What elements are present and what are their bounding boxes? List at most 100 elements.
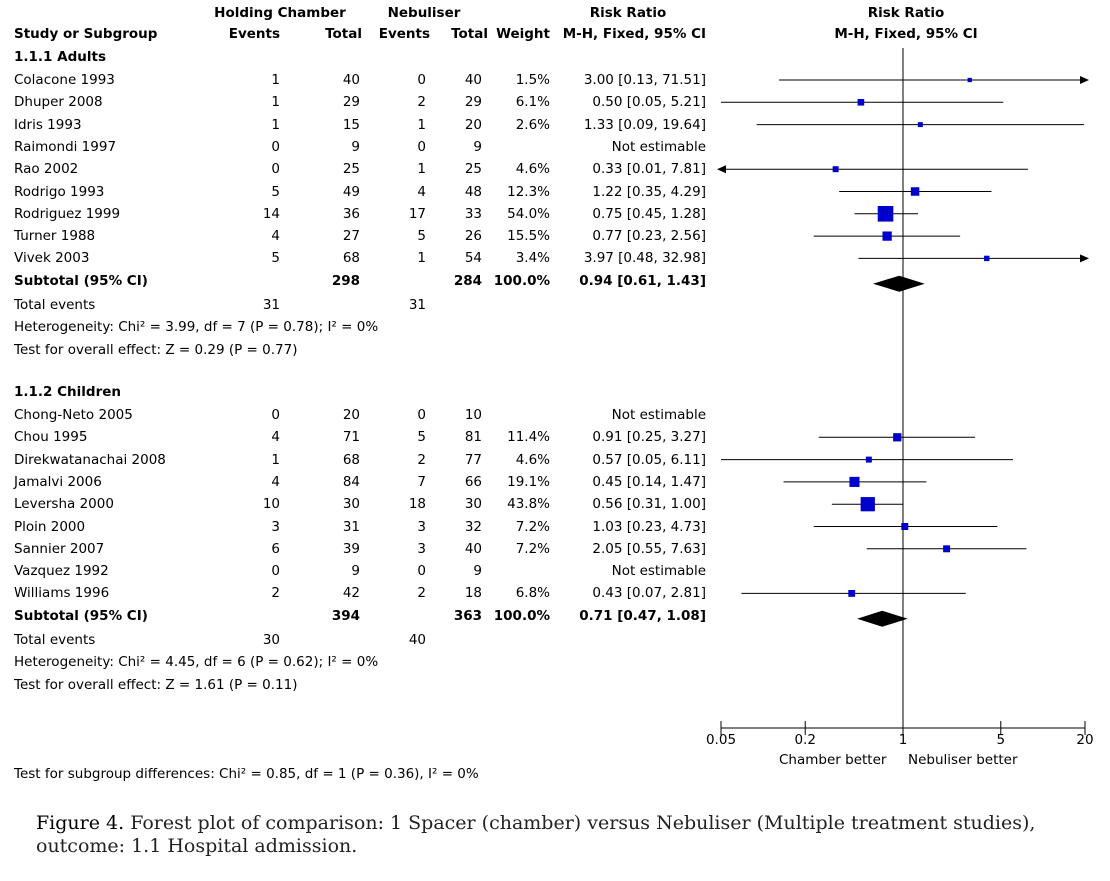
events-group1: 6 (271, 540, 280, 557)
study-risk-ratio: Not estimable (611, 138, 706, 155)
events-group2: 2 (417, 585, 426, 602)
subtotal-total2: 363 (453, 608, 482, 624)
study-effect-marker (967, 77, 972, 83)
subgroup-differences-text: Test for subgroup differences: Chi² = 0.… (14, 766, 479, 782)
study-name: Idris 1993 (14, 116, 82, 133)
total-group1: 27 (342, 228, 360, 245)
study-weight: 15.5% (507, 228, 550, 245)
events-group2: 4 (417, 183, 426, 200)
x-tick-label: 20 (1076, 732, 1094, 748)
study-effect-marker (943, 545, 951, 553)
study-risk-ratio: 3.00 [0.13, 71.51] (583, 72, 706, 88)
events1-column-header: Events (228, 26, 280, 42)
study-risk-ratio: 0.45 [0.14, 1.47] (592, 473, 706, 490)
subtotal-diamond (857, 610, 908, 627)
study-risk-ratio: 1.03 [0.23, 4.73] (592, 518, 706, 535)
overall-effect-text: Test for overall effect: Z = 1.61 (P = 0… (14, 677, 298, 693)
total-group1: 9 (351, 563, 360, 580)
total-group1: 39 (342, 540, 360, 557)
study-risk-ratio: 0.56 [0.31, 1.00] (592, 496, 706, 513)
study-effect-marker (917, 122, 923, 128)
study-name: Turner 1988 (14, 228, 96, 245)
total-group1: 42 (342, 585, 360, 602)
total-group1: 25 (342, 161, 360, 178)
x-label-right: Nebuliser better (908, 752, 1018, 768)
rr-method-plot-header: M-H, Fixed, 95% CI (834, 26, 978, 42)
subgroup-title: 1.1.2 Children (14, 384, 121, 400)
subtotal-weight: 100.0% (493, 608, 550, 624)
total-group1: 9 (351, 138, 360, 155)
total1-column-header: Total (325, 26, 362, 42)
total-events-group1: 30 (262, 632, 280, 648)
heterogeneity-text: Heterogeneity: Chi² = 3.99, df = 7 (P = … (14, 319, 379, 335)
subtotal-diamond (872, 275, 925, 292)
events-group1: 0 (271, 407, 280, 423)
events-group1: 1 (271, 116, 280, 133)
study-name: Raimondi 1997 (14, 138, 117, 155)
events-group1: 4 (271, 473, 280, 490)
events-group1: 0 (271, 563, 280, 580)
study-weight: 11.4% (507, 429, 550, 446)
study-effect-marker (865, 456, 872, 463)
total-group1: 20 (342, 407, 360, 423)
study-weight: 3.4% (515, 250, 550, 267)
study-effect-marker (848, 589, 856, 597)
total-group1: 31 (342, 518, 360, 535)
events2-column-header: Events (378, 26, 430, 42)
study-weight: 12.3% (507, 183, 550, 200)
study-name: Chou 1995 (14, 429, 88, 446)
caption-label: Figure 4. (36, 812, 125, 834)
total-group2: 25 (464, 161, 482, 178)
study-risk-ratio: 0.33 [0.01, 7.81] (592, 161, 706, 178)
events-group1: 10 (262, 496, 280, 513)
study-weight: 19.1% (507, 473, 550, 490)
events-group1: 0 (271, 138, 280, 155)
total-events-label: Total events (14, 632, 96, 648)
total2-column-header: Total (451, 26, 488, 42)
study-weight: 4.6% (515, 161, 550, 178)
heterogeneity-text: Heterogeneity: Chi² = 4.45, df = 6 (P = … (14, 654, 379, 670)
study-risk-ratio: 0.50 [0.05, 5.21] (592, 94, 706, 111)
events-group2: 5 (417, 228, 426, 245)
study-effect-marker (832, 166, 839, 173)
study-weight: 43.8% (507, 496, 550, 513)
events-group1: 0 (271, 161, 280, 178)
events-group2: 5 (417, 429, 426, 446)
total-group1: 84 (342, 473, 360, 490)
study-risk-ratio: Not estimable (611, 563, 706, 580)
total-group1: 71 (342, 429, 360, 446)
events-group1: 5 (271, 183, 280, 200)
x-tick-label: 0.2 (794, 732, 816, 748)
study-name: Williams 1996 (14, 585, 110, 602)
x-tick-label: 5 (996, 732, 1006, 748)
total-events-group2: 31 (408, 297, 426, 313)
study-name: Rodriguez 1999 (14, 205, 121, 222)
total-group2: 81 (464, 429, 482, 446)
study-effect-marker (893, 433, 902, 442)
subtotal-total1: 394 (331, 608, 360, 624)
events-group1: 1 (271, 94, 280, 111)
total-group2: 30 (464, 496, 482, 513)
study-name: Vazquez 1992 (14, 563, 109, 580)
study-weight: 6.8% (515, 585, 550, 602)
ci-arrow-right (1080, 254, 1089, 263)
events-group2: 3 (417, 518, 426, 535)
rr-plot-header: Risk Ratio (867, 5, 945, 21)
events-group2: 1 (417, 116, 426, 133)
rr-table-header: Risk Ratio (589, 5, 667, 21)
study-risk-ratio: 0.57 [0.05, 6.11] (592, 451, 706, 468)
total-group2: 40 (464, 540, 482, 557)
study-name: Sannier 2007 (14, 540, 105, 557)
x-tick-label: 1 (898, 732, 908, 748)
subtotal-total2: 284 (453, 273, 482, 289)
study-risk-ratio: 0.43 [0.07, 2.81] (592, 585, 706, 602)
x-tick-label: 0.05 (705, 732, 737, 748)
group2-header: Nebuliser (387, 5, 461, 21)
total-events-group1: 31 (262, 297, 280, 313)
study-name: Direkwatanachai 2008 (14, 451, 166, 468)
x-label-left: Chamber better (779, 752, 887, 768)
total-group1: 68 (342, 250, 360, 267)
total-group1: 49 (342, 183, 360, 200)
total-group2: 29 (464, 94, 482, 111)
figure-caption: Figure 4. Forest plot of comparison: 1 S… (36, 812, 1076, 858)
